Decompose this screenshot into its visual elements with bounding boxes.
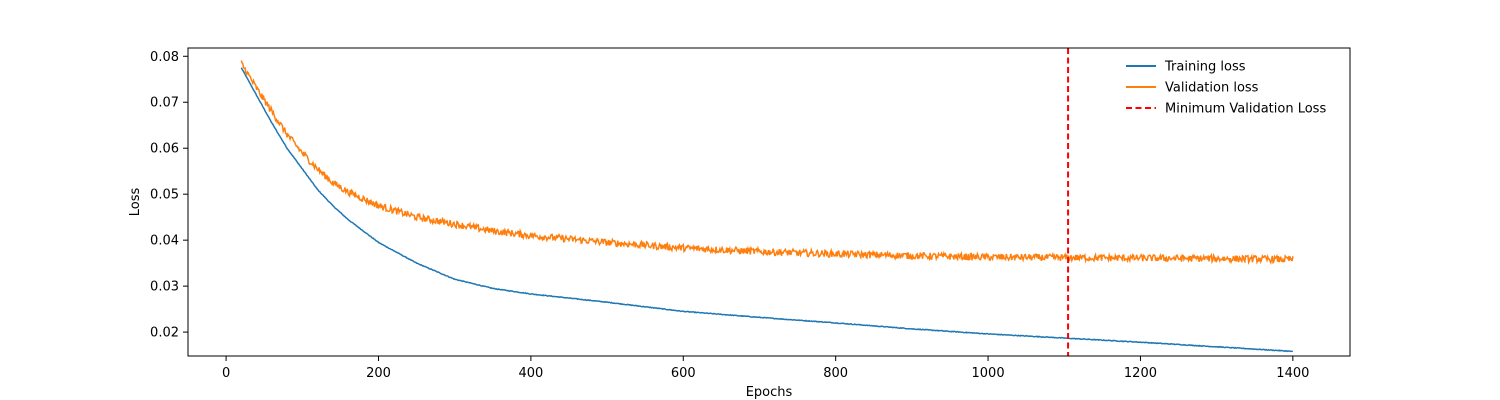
plot-lines <box>240 48 1294 356</box>
legend-label-minimum-validation-loss: Minimum Validation Loss <box>1165 102 1326 117</box>
y-tick-label: 0.03 <box>150 280 179 295</box>
legend-label-training-loss: Training loss <box>1164 60 1246 75</box>
legend-label-validation-loss: Validation loss <box>1165 81 1259 96</box>
x-tick-label: 1200 <box>1124 366 1157 381</box>
y-tick-label: 0.08 <box>150 50 179 65</box>
y-tick-label: 0.06 <box>150 142 179 157</box>
y-tick-label: 0.07 <box>150 96 179 111</box>
plot-frame <box>187 47 1351 357</box>
x-tick-label: 1400 <box>1276 366 1309 381</box>
training-loss-line <box>240 67 1293 353</box>
y-tick-label: 0.02 <box>150 326 179 341</box>
x-tick-label: 400 <box>518 366 543 381</box>
x-tick-label: 0 <box>222 366 230 381</box>
x-tick-label: 600 <box>671 366 696 381</box>
y-axis-label: Loss <box>128 188 143 217</box>
y-axis: 0.02 0.03 0.04 0.05 0.06 0.07 0.08 <box>150 50 188 341</box>
x-axis-label: Epochs <box>746 385 793 400</box>
legend: Training loss Validation loss Minimum Va… <box>1126 60 1326 117</box>
x-tick-label: 200 <box>366 366 391 381</box>
validation-loss-line <box>240 60 1294 265</box>
y-tick-label: 0.05 <box>150 188 179 203</box>
x-axis: 0 200 400 600 800 1000 1200 1400 <box>222 356 1309 381</box>
y-tick-label: 0.04 <box>150 234 179 249</box>
x-tick-label: 1000 <box>972 366 1005 381</box>
x-tick-label: 800 <box>823 366 848 381</box>
